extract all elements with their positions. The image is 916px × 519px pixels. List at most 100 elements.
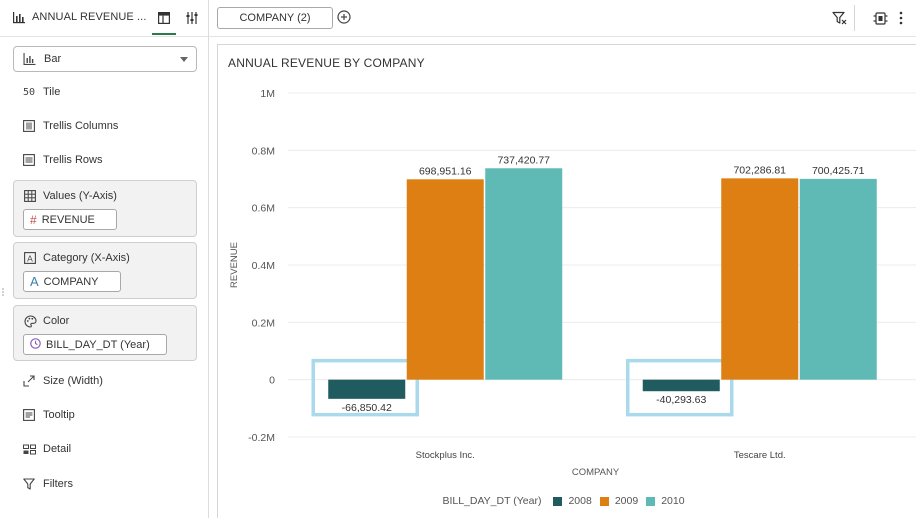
legend-item-2009[interactable]: 2009 bbox=[599, 495, 639, 507]
filter-funnel-icon bbox=[22, 477, 36, 491]
bar-2008-1[interactable] bbox=[642, 379, 720, 392]
detail-label: Detail bbox=[43, 443, 72, 455]
bar-2008-0[interactable] bbox=[328, 379, 406, 399]
y-tick-label: 0.8M bbox=[252, 145, 275, 157]
category-attribute-icon: A bbox=[23, 251, 37, 265]
x-category-label: Tescare Ltd. bbox=[734, 450, 786, 461]
chevron-down-icon bbox=[180, 57, 188, 62]
data-label: 700,425.71 bbox=[812, 165, 865, 177]
legend-item-2010[interactable]: 2010 bbox=[646, 495, 685, 507]
company-filter-pill[interactable]: COMPANY (2) bbox=[217, 7, 333, 29]
category-x-axis-well[interactable]: A Category (X-Axis) A COMPANY bbox=[13, 242, 197, 299]
y-axis-title: REVENUE bbox=[229, 242, 240, 288]
palette-icon bbox=[23, 314, 37, 328]
canvas-settings-button[interactable] bbox=[872, 10, 888, 26]
revenue-pill-label: REVENUE bbox=[41, 213, 95, 226]
y-tick-label: 1M bbox=[260, 88, 275, 100]
legend-swatch bbox=[646, 496, 656, 506]
bar-chart-icon bbox=[13, 12, 25, 24]
chart-legend: BILL_DAY_DT (Year) 2008 2009 2010 bbox=[218, 495, 916, 507]
svg-text:A: A bbox=[27, 253, 33, 263]
legend-label: 2010 bbox=[661, 495, 685, 507]
legend-swatch bbox=[553, 496, 563, 506]
company-pill-label: COMPANY bbox=[43, 275, 99, 288]
color-well-title: Color bbox=[43, 315, 70, 327]
trellis-columns-icon bbox=[22, 119, 36, 133]
y-tick-label: 0.2M bbox=[252, 317, 275, 329]
tile-drop-target[interactable]: 50 Tile bbox=[22, 83, 60, 101]
more-options-button[interactable] bbox=[896, 10, 906, 26]
visualization-canvas[interactable]: ANNUAL REVENUE BY COMPANY 1M 0.8M 0.6M 0.4M… bbox=[217, 44, 916, 518]
values-y-axis-well[interactable]: Values (Y-Axis) # REVENUE bbox=[13, 180, 197, 237]
add-filter-plus-icon[interactable] bbox=[337, 10, 351, 24]
toolbar-divider bbox=[854, 5, 855, 31]
company-pill[interactable]: A COMPANY bbox=[23, 271, 121, 292]
detail-icon bbox=[22, 442, 36, 456]
layout-icon bbox=[158, 12, 170, 24]
highlight-box bbox=[311, 358, 419, 417]
y-tick-label: 0.4M bbox=[252, 260, 275, 272]
legend-item-2008[interactable]: 2008 bbox=[553, 495, 592, 507]
bar-2009-0[interactable] bbox=[406, 179, 484, 380]
y-tick-label: 0 bbox=[269, 375, 275, 387]
grammar-tab-button[interactable] bbox=[152, 8, 176, 35]
data-label: -66,850.42 bbox=[342, 402, 392, 414]
tooltip-drop-target[interactable]: Tooltip bbox=[22, 406, 75, 424]
chart-type-label: Bar bbox=[44, 53, 62, 65]
bar-chart-icon bbox=[23, 53, 36, 65]
size-drop-target[interactable]: Size (Width) bbox=[22, 372, 103, 390]
size-label: Size (Width) bbox=[43, 375, 103, 387]
trellis-columns-drop-target[interactable]: Trellis Columns bbox=[22, 117, 118, 135]
x-axis-title: COMPANY bbox=[572, 467, 620, 478]
legend-label: 2008 bbox=[568, 495, 592, 507]
trellis-columns-label: Trellis Columns bbox=[43, 120, 119, 132]
trellis-rows-label: Trellis Rows bbox=[43, 154, 103, 166]
properties-tab-button[interactable] bbox=[182, 8, 202, 28]
grammar-panel: ANNUAL REVENUE ... bbox=[0, 0, 209, 518]
tooltip-icon bbox=[22, 408, 36, 422]
chart-type-select[interactable]: Bar bbox=[13, 46, 197, 72]
tooltip-label: Tooltip bbox=[43, 409, 75, 421]
highlight-box bbox=[626, 358, 734, 417]
bar-2009-1[interactable] bbox=[721, 178, 799, 380]
data-label: 737,420.77 bbox=[497, 154, 550, 166]
trellis-rows-icon bbox=[22, 153, 36, 167]
color-well[interactable]: Color BILL_DAY_DT (Year) bbox=[13, 305, 197, 361]
sliders-icon bbox=[186, 12, 198, 24]
filters-drop-target[interactable]: Filters bbox=[22, 475, 73, 493]
revenue-pill[interactable]: # REVENUE bbox=[23, 209, 117, 230]
data-label: -40,293.63 bbox=[656, 394, 706, 406]
category-well-title: Category (X-Axis) bbox=[43, 252, 130, 264]
legend-title: BILL_DAY_DT (Year) bbox=[442, 495, 542, 507]
filter-settings-icon bbox=[831, 11, 846, 25]
bar-chart[interactable]: 1M 0.8M 0.6M 0.4M 0.2M 0 -0.2M REVENUE -66,850.4… bbox=[218, 45, 916, 519]
y-tick-label: -0.2M bbox=[248, 432, 275, 444]
measure-hash-icon: # bbox=[30, 212, 37, 227]
filter-options-button[interactable] bbox=[831, 10, 847, 26]
filter-bar: COMPANY (2) bbox=[209, 0, 916, 37]
bill-day-dt-year-pill-label: BILL_DAY_DT (Year) bbox=[46, 338, 150, 351]
tile-label: Tile bbox=[43, 86, 61, 98]
x-category-label: Stockplus Inc. bbox=[416, 450, 475, 461]
tile-icon: 50 bbox=[22, 86, 36, 98]
size-resize-icon bbox=[22, 374, 36, 388]
panel-header: ANNUAL REVENUE ... bbox=[0, 0, 208, 37]
detail-drop-target[interactable]: Detail bbox=[22, 440, 71, 458]
more-vertical-icon bbox=[899, 11, 903, 25]
chart-title[interactable]: ANNUAL REVENUE BY COMPANY bbox=[228, 56, 425, 70]
bar-2010-1[interactable] bbox=[799, 178, 877, 380]
data-label: 702,286.81 bbox=[733, 164, 786, 176]
attribute-a-icon: A bbox=[30, 274, 39, 289]
bill-day-dt-year-pill[interactable]: BILL_DAY_DT (Year) bbox=[23, 334, 167, 355]
values-grid-icon bbox=[23, 189, 37, 203]
y-tick-label: 0.6M bbox=[252, 203, 275, 215]
bar-2010-0[interactable] bbox=[485, 168, 563, 380]
values-well-title: Values (Y-Axis) bbox=[43, 190, 117, 202]
legend-label: 2009 bbox=[614, 495, 639, 507]
panel-resize-handle[interactable] bbox=[2, 288, 4, 298]
canvas-settings-icon bbox=[873, 11, 887, 25]
filters-label: Filters bbox=[43, 478, 73, 490]
visualization-title[interactable]: ANNUAL REVENUE ... bbox=[32, 11, 147, 23]
trellis-rows-drop-target[interactable]: Trellis Rows bbox=[22, 151, 103, 169]
legend-swatch bbox=[599, 496, 609, 506]
